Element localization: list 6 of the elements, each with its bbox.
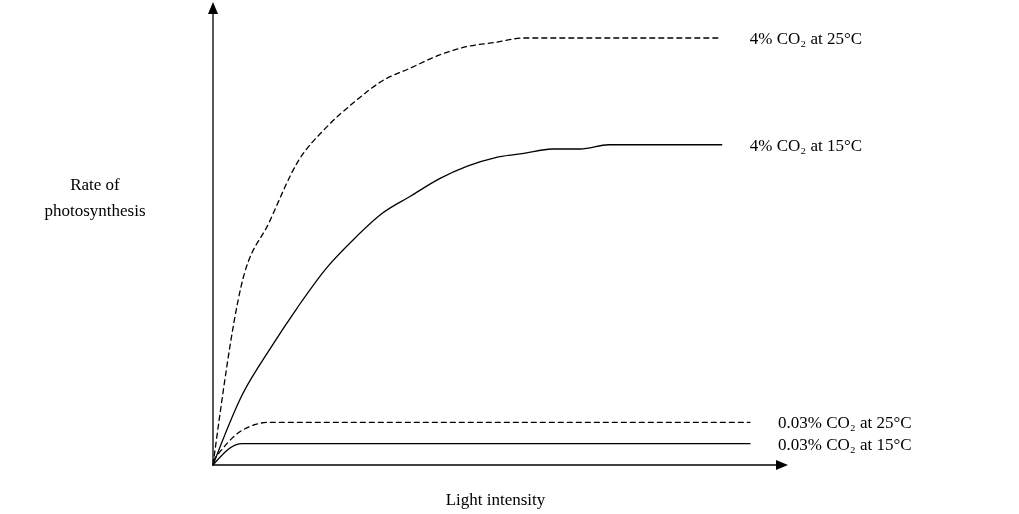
series-label: 0.03% CO₂ at 25°C [778,413,912,433]
y-axis-title: Rate of photosynthesis [44,175,146,220]
series-label: 0.03% CO₂ at 15°C [778,434,912,454]
series-label: 4% CO₂ at 25°C [749,29,863,48]
series-label: 4% CO₂ at 15°C [749,135,863,155]
x-axis-title: Light intensity [445,490,546,509]
